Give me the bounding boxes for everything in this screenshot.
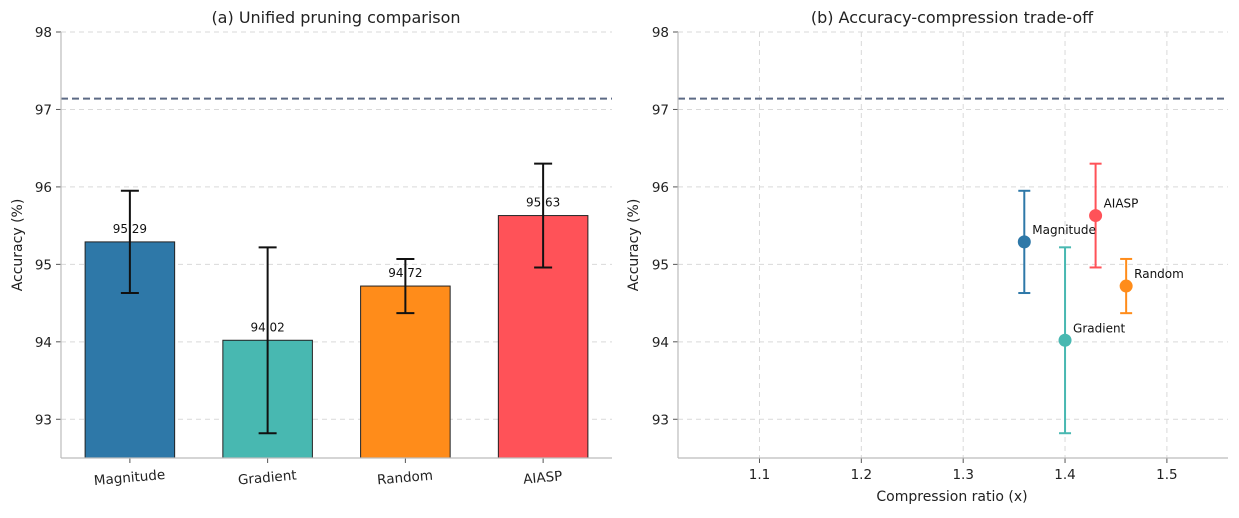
y-tick-label: 96 xyxy=(652,180,669,196)
x-tick-label: 1.5 xyxy=(1156,467,1177,483)
y-tick-label: 98 xyxy=(652,25,669,41)
data-label: 95.63 xyxy=(526,196,560,210)
y-axis-label: Accuracy (%) xyxy=(10,199,26,292)
x-tick-label: 1.2 xyxy=(851,467,872,483)
x-tick-label: Magnitude xyxy=(93,467,166,489)
x-tick-label: 1.3 xyxy=(952,467,973,483)
x-tick-label: Random xyxy=(376,468,433,489)
point-label: Random xyxy=(1134,267,1184,281)
chart-title: (b) Accuracy-compression trade-off xyxy=(811,8,1094,27)
point-label: AIASP xyxy=(1104,197,1139,211)
data-point xyxy=(1089,209,1103,223)
y-tick-label: 96 xyxy=(35,180,52,196)
data-point xyxy=(1017,235,1031,249)
y-tick-label: 93 xyxy=(652,412,669,428)
y-tick-label: 95 xyxy=(652,257,669,273)
bar-chart-panel: (a) Unified pruning comparison Accuracy … xyxy=(10,8,612,489)
data-label: 94.72 xyxy=(388,266,422,280)
y-tick-label: 94 xyxy=(35,335,52,351)
data-label: 95.29 xyxy=(113,222,147,236)
x-tick-label: AIASP xyxy=(523,468,563,487)
x-tick-label: Gradient xyxy=(237,467,297,488)
y-tick-label: 98 xyxy=(35,25,52,41)
x-axis-label: Compression ratio (x) xyxy=(876,489,1027,505)
data-point xyxy=(1058,333,1072,347)
point-label: Magnitude xyxy=(1032,223,1096,237)
data-label: 94.02 xyxy=(250,320,284,334)
y-axis-label: Accuracy (%) xyxy=(626,199,642,292)
point-label: Gradient xyxy=(1073,321,1126,335)
y-tick-label: 97 xyxy=(652,102,669,118)
x-tick-label: 1.1 xyxy=(749,467,770,483)
y-tick-label: 93 xyxy=(35,412,52,428)
scatter-chart-panel: (b) Accuracy-compression trade-off Accur… xyxy=(626,8,1228,505)
y-tick-label: 94 xyxy=(652,335,669,351)
data-point xyxy=(1119,279,1133,293)
x-tick-label: 1.4 xyxy=(1054,467,1075,483)
y-tick-label: 97 xyxy=(35,102,52,118)
y-tick-label: 95 xyxy=(35,257,52,273)
chart-title: (a) Unified pruning comparison xyxy=(211,8,460,27)
